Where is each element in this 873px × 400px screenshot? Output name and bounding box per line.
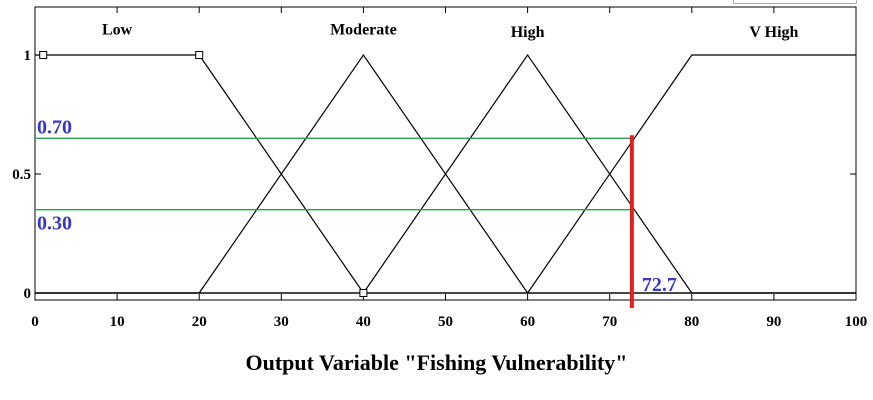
- x-tick-label: 20: [192, 314, 207, 330]
- x-tick-label: 40: [356, 314, 371, 330]
- x-tick-label: 30: [274, 314, 289, 330]
- x-tick-label: 50: [438, 314, 453, 330]
- x-axis-title: Output Variable "Fishing Vulnerability": [245, 350, 628, 375]
- x-tick-label: 80: [684, 314, 699, 330]
- y-tick-label: 0.5: [12, 167, 31, 183]
- x-tick-label: 100: [845, 314, 868, 330]
- plot-frame: [34, 6, 857, 301]
- x-tick-label: 90: [766, 314, 781, 330]
- x-tick-label: 10: [110, 314, 125, 330]
- x-tick-label: 70: [602, 314, 617, 330]
- x-tick-label: 60: [520, 314, 535, 330]
- point-marker: [359, 289, 368, 297]
- reference-label: 0.30: [37, 213, 72, 235]
- point-marker: [39, 51, 48, 59]
- window-corner-tab: [733, 0, 857, 4]
- series-label-low: Low: [102, 22, 133, 39]
- reference-label: 0.70: [37, 116, 72, 138]
- series-label-high: High: [511, 24, 545, 41]
- series-label-v-high: V High: [749, 24, 798, 41]
- series-label-moderate: Moderate: [330, 22, 397, 39]
- y-tick-label: 1: [24, 48, 32, 64]
- series-line-high: [35, 53, 856, 294]
- y-tick-label: 0: [24, 286, 32, 302]
- x-tick-label: 0: [31, 314, 39, 330]
- series-line-v-high: [35, 54, 856, 294]
- point-marker: [195, 51, 204, 59]
- vertical-line-label: 72.7: [642, 274, 677, 296]
